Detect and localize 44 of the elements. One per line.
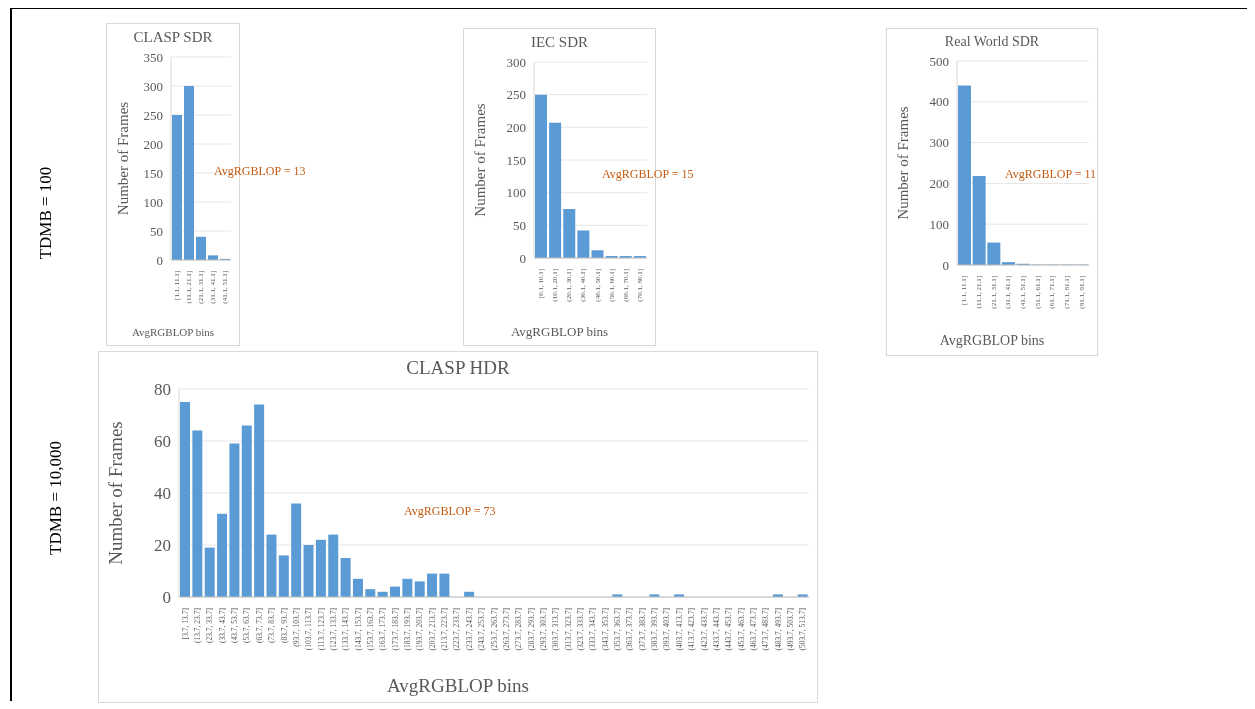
x-axis-title: AvgRGBLOP bins	[130, 325, 216, 340]
y-tick-label: 80	[154, 380, 171, 400]
chart-title: IEC SDR	[529, 33, 590, 52]
y-tick-label: 20	[154, 536, 171, 556]
y-tick-label: 400	[929, 94, 949, 110]
annotation: AvgRGBLOP = 73	[404, 504, 496, 519]
annotation: AvgRGBLOP = 13	[214, 164, 306, 179]
y-axis-title: Number of Frames	[472, 103, 489, 217]
y-axis-title: Number of Frames	[115, 101, 132, 216]
y-tick-label: 150	[143, 165, 163, 181]
x-axis-title: AvgRGBLOP bins	[509, 323, 610, 341]
text: TDMB = 10,000	[46, 441, 66, 555]
y-tick-label: 100	[929, 216, 949, 232]
y-tick-label: 500	[929, 53, 949, 69]
y-tick-label: 40	[154, 484, 171, 504]
chart-title: CLASP HDR	[406, 357, 510, 378]
y-tick-label: 100	[143, 194, 163, 210]
y-tick-label: 50	[513, 217, 526, 233]
x-axis-title: AvgRGBLOP bins	[938, 332, 1046, 350]
y-tick-label: 0	[519, 250, 526, 266]
annotation: AvgRGBLOP = 15	[602, 167, 694, 182]
y-tick-label: 200	[506, 119, 526, 135]
y-tick-label: 250	[506, 87, 526, 103]
y-tick-label: 150	[506, 152, 526, 168]
y-tick-label: 50	[150, 223, 163, 239]
y-tick-label: 200	[929, 176, 949, 192]
y-axis-title: Number of Frames	[895, 106, 912, 220]
y-tick-label: 300	[143, 78, 163, 94]
y-tick-label: 350	[143, 49, 163, 65]
y-tick-label: 0	[156, 252, 163, 268]
y-tick-label: 200	[143, 136, 163, 152]
chart-title: Real World SDR	[943, 33, 1041, 51]
y-tick-label: 0	[942, 257, 949, 273]
y-tick-label: 250	[143, 107, 163, 123]
y-tick-label: 60	[154, 432, 171, 452]
annotation: AvgRGBLOP = 11	[1005, 167, 1096, 182]
y-tick-label: 0	[162, 588, 171, 608]
chart-title: CLASP SDR	[132, 28, 214, 47]
text: TDMB = 100	[36, 166, 56, 260]
y-tick-label: 300	[506, 54, 526, 70]
y-tick-label: 100	[506, 185, 526, 201]
y-tick-label: 300	[929, 135, 949, 151]
y-axis-title: Number of Frames	[104, 421, 126, 565]
x-axis-title: AvgRGBLOP bins	[386, 674, 530, 698]
